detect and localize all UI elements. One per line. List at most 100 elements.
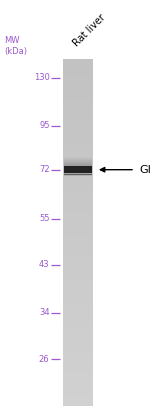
Bar — [63, 146, 93, 149]
Bar — [63, 340, 93, 344]
Text: 72: 72 — [39, 165, 50, 174]
Bar — [63, 375, 93, 379]
Bar — [63, 201, 93, 205]
Bar — [63, 361, 93, 365]
Text: 130: 130 — [34, 73, 50, 82]
Bar — [63, 198, 93, 201]
Bar — [63, 153, 93, 156]
Bar — [64, 158, 92, 159]
Bar — [64, 174, 92, 175]
Bar — [64, 174, 92, 176]
Bar — [63, 368, 93, 372]
Text: GIT2: GIT2 — [140, 165, 150, 175]
Bar — [64, 175, 92, 176]
Bar — [63, 250, 93, 253]
Bar — [63, 326, 93, 330]
Bar — [63, 330, 93, 334]
Bar — [63, 334, 93, 337]
Bar — [63, 396, 93, 399]
Bar — [64, 174, 92, 175]
Bar — [63, 288, 93, 292]
Text: MW
(kDa): MW (kDa) — [4, 36, 27, 56]
Bar — [64, 160, 92, 161]
Bar — [64, 174, 92, 175]
Bar — [63, 302, 93, 305]
Bar — [63, 323, 93, 326]
Bar — [64, 169, 92, 170]
Bar — [63, 107, 93, 111]
Bar — [63, 219, 93, 222]
Bar — [63, 149, 93, 153]
Bar — [63, 118, 93, 121]
Bar — [64, 161, 92, 162]
Bar — [64, 173, 92, 175]
Bar — [63, 90, 93, 93]
Bar — [64, 174, 92, 176]
Bar — [63, 208, 93, 212]
Bar — [63, 114, 93, 118]
Bar — [63, 125, 93, 128]
Bar — [63, 305, 93, 309]
Bar — [63, 121, 93, 125]
Bar — [64, 174, 92, 176]
Bar — [63, 295, 93, 299]
Bar — [63, 354, 93, 358]
Bar — [63, 142, 93, 146]
Bar — [63, 246, 93, 250]
Bar — [64, 162, 92, 163]
Bar — [63, 309, 93, 313]
Bar — [63, 337, 93, 340]
Bar — [63, 403, 93, 406]
Bar — [63, 267, 93, 271]
Text: 95: 95 — [39, 121, 50, 130]
Bar — [63, 229, 93, 233]
Bar — [63, 358, 93, 361]
Bar — [63, 344, 93, 347]
Bar — [63, 399, 93, 403]
Text: 55: 55 — [39, 214, 50, 223]
Text: 26: 26 — [39, 354, 50, 364]
Bar — [63, 264, 93, 267]
Bar — [63, 320, 93, 323]
Bar — [63, 292, 93, 295]
Bar — [64, 159, 92, 160]
Bar — [63, 389, 93, 393]
Bar — [63, 222, 93, 225]
Bar — [63, 184, 93, 187]
Bar — [63, 253, 93, 257]
Bar — [63, 365, 93, 368]
Bar — [63, 83, 93, 86]
Bar — [63, 215, 93, 219]
Bar — [63, 163, 93, 166]
Bar — [63, 240, 93, 243]
Bar — [63, 180, 93, 184]
Bar — [63, 191, 93, 194]
Bar — [64, 166, 92, 173]
Bar — [63, 260, 93, 264]
Bar — [64, 163, 92, 164]
Bar — [63, 111, 93, 114]
Bar — [63, 187, 93, 191]
Bar — [63, 170, 93, 173]
Bar — [63, 139, 93, 142]
Bar — [63, 243, 93, 246]
Bar — [63, 257, 93, 260]
Bar — [63, 59, 93, 62]
Bar — [63, 316, 93, 319]
Bar — [63, 278, 93, 281]
Bar — [63, 379, 93, 382]
Bar — [63, 132, 93, 135]
Bar — [63, 233, 93, 236]
Bar — [63, 166, 93, 170]
Bar — [63, 59, 93, 406]
Bar — [63, 76, 93, 80]
Bar — [64, 168, 92, 169]
Bar — [63, 62, 93, 66]
Bar — [64, 174, 92, 175]
Bar — [63, 351, 93, 354]
Bar — [63, 86, 93, 90]
Bar — [63, 281, 93, 285]
Bar — [63, 236, 93, 240]
Bar — [63, 160, 93, 163]
Bar — [63, 80, 93, 83]
